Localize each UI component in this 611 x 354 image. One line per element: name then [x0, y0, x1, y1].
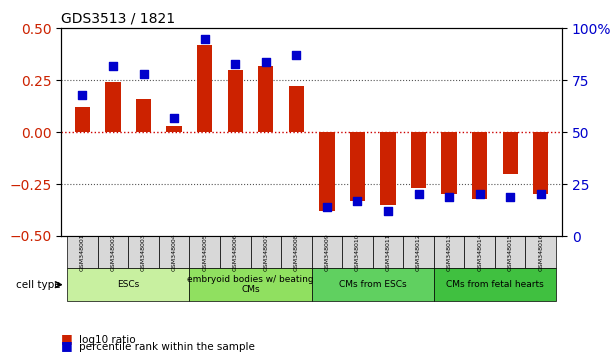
FancyBboxPatch shape: [251, 236, 281, 268]
Point: [78, 92, 87, 98]
Text: CMs from ESCs: CMs from ESCs: [339, 280, 406, 289]
Text: GSM348005: GSM348005: [202, 233, 207, 271]
FancyBboxPatch shape: [281, 236, 312, 268]
Point: [475, 192, 485, 197]
Text: GSM348010: GSM348010: [355, 233, 360, 271]
Bar: [349, 132, 365, 201]
Text: CMs from fetal hearts: CMs from fetal hearts: [446, 280, 544, 289]
Text: GSM348004: GSM348004: [172, 233, 177, 271]
Point: [291, 52, 301, 58]
FancyBboxPatch shape: [434, 236, 464, 268]
Text: percentile rank within the sample: percentile rank within the sample: [79, 342, 255, 352]
Bar: [472, 132, 488, 199]
Text: ■: ■: [61, 332, 73, 345]
Bar: [106, 82, 121, 132]
Text: GSM348007: GSM348007: [263, 233, 268, 271]
Point: [414, 192, 423, 197]
Bar: [320, 132, 335, 211]
Text: GSM348009: GSM348009: [324, 233, 329, 271]
Bar: [197, 45, 213, 132]
Point: [230, 61, 240, 67]
Text: cell type: cell type: [16, 280, 61, 290]
FancyBboxPatch shape: [373, 236, 403, 268]
Point: [261, 59, 271, 64]
Point: [139, 71, 148, 77]
Point: [322, 204, 332, 210]
FancyBboxPatch shape: [342, 236, 373, 268]
Text: GSM348014: GSM348014: [477, 233, 482, 271]
Text: embryoid bodies w/ beating
CMs: embryoid bodies w/ beating CMs: [187, 275, 314, 295]
Text: GSM348008: GSM348008: [294, 233, 299, 271]
Bar: [289, 86, 304, 132]
FancyBboxPatch shape: [220, 236, 251, 268]
FancyBboxPatch shape: [403, 236, 434, 268]
Point: [444, 194, 454, 199]
Point: [505, 194, 515, 199]
Text: GSM348012: GSM348012: [416, 233, 421, 271]
FancyBboxPatch shape: [312, 236, 342, 268]
Point: [200, 36, 210, 41]
FancyBboxPatch shape: [189, 236, 220, 268]
FancyBboxPatch shape: [525, 236, 556, 268]
Text: GSM348013: GSM348013: [447, 233, 452, 271]
Point: [383, 208, 393, 214]
FancyBboxPatch shape: [67, 236, 98, 268]
Text: ■: ■: [61, 339, 73, 352]
Text: ESCs: ESCs: [117, 280, 139, 289]
FancyBboxPatch shape: [464, 236, 495, 268]
Text: GSM348001: GSM348001: [80, 233, 85, 271]
Bar: [136, 99, 152, 132]
Text: GDS3513 / 1821: GDS3513 / 1821: [61, 12, 175, 26]
Bar: [75, 107, 90, 132]
Text: GSM348003: GSM348003: [141, 233, 146, 271]
Point: [108, 63, 118, 69]
Bar: [533, 132, 549, 194]
Bar: [502, 132, 518, 174]
FancyBboxPatch shape: [67, 268, 189, 301]
FancyBboxPatch shape: [189, 268, 312, 301]
FancyBboxPatch shape: [312, 268, 434, 301]
Point: [353, 198, 362, 204]
Text: log10 ratio: log10 ratio: [79, 335, 136, 345]
Point: [536, 192, 546, 197]
FancyBboxPatch shape: [495, 236, 525, 268]
FancyBboxPatch shape: [98, 236, 128, 268]
Bar: [380, 132, 396, 205]
Bar: [411, 132, 426, 188]
Text: GSM348006: GSM348006: [233, 233, 238, 271]
FancyBboxPatch shape: [434, 268, 556, 301]
FancyBboxPatch shape: [159, 236, 189, 268]
Bar: [258, 66, 273, 132]
Text: GSM348016: GSM348016: [538, 233, 543, 271]
Text: GSM348002: GSM348002: [111, 233, 115, 271]
Bar: [166, 126, 182, 132]
Point: [169, 115, 179, 120]
Text: GSM348015: GSM348015: [508, 233, 513, 271]
Bar: [228, 70, 243, 132]
Text: GSM348011: GSM348011: [386, 233, 390, 271]
Bar: [442, 132, 457, 194]
FancyBboxPatch shape: [128, 236, 159, 268]
